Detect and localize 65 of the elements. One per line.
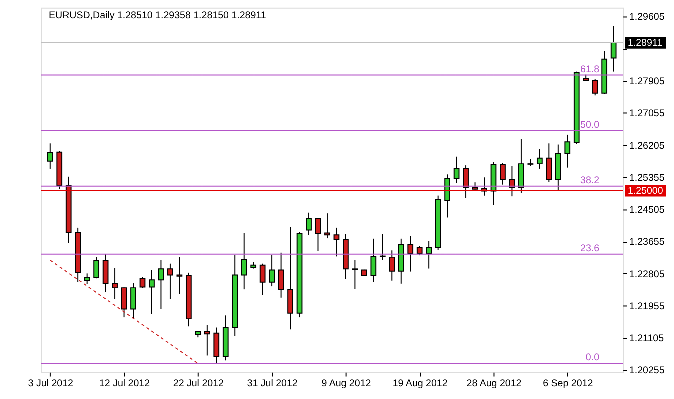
y-tick-label: 1.23655 <box>629 237 666 248</box>
candlestick <box>112 268 118 300</box>
candlestick <box>546 143 552 183</box>
candlestick <box>121 287 128 318</box>
y-tick-label: 1.22805 <box>629 269 666 280</box>
x-tick-label: 9 Aug 2012 <box>322 378 372 390</box>
candlestick <box>500 162 506 186</box>
candlestick <box>94 256 100 280</box>
candlestick <box>426 240 432 270</box>
y-tick-label: 1.29605 <box>629 12 666 24</box>
y-tick-label: 1.21105 <box>629 334 665 345</box>
y-tick-label: 1.25355 <box>629 172 666 184</box>
candlestick <box>130 283 136 320</box>
candlestick <box>334 227 340 258</box>
candlestick <box>416 246 423 256</box>
x-tick-label: 31 Jul 2012 <box>247 378 298 390</box>
candlestick <box>518 138 524 194</box>
candlestick <box>102 254 109 293</box>
x-tick-label: 19 Aug 2012 <box>392 378 448 390</box>
candlestick <box>214 327 220 364</box>
ref-line-label: 1.25000 <box>628 186 664 197</box>
candlestick <box>149 270 155 315</box>
candlestick <box>241 232 248 290</box>
candlestick <box>84 273 90 285</box>
candlestick <box>278 252 284 298</box>
x-tick-label: 6 Sep 2012 <box>543 378 594 390</box>
x-tick-label: 22 Jul 2012 <box>173 378 224 390</box>
y-tick-label: 1.27055 <box>629 108 666 120</box>
candlestick <box>536 148 543 170</box>
candlestick <box>288 226 294 330</box>
candlestick <box>315 218 322 252</box>
candlestick <box>176 256 183 295</box>
candlestick <box>260 263 266 296</box>
candlestick <box>352 260 358 290</box>
y-tick-label: 1.27905 <box>629 76 666 88</box>
candlestick <box>158 260 164 310</box>
candlestick <box>370 238 377 283</box>
annotation: 0.0 <box>586 352 600 364</box>
x-tick-label: 28 Aug 2012 <box>466 378 522 390</box>
candlestick <box>444 174 450 218</box>
y-tick-label: 1.21955 <box>629 301 666 312</box>
candlestick <box>306 212 312 236</box>
annotation: 38.2 <box>580 175 600 186</box>
candlestick <box>408 236 414 272</box>
x-tick-label: 3 Jul 2012 <box>28 378 74 390</box>
candlestick <box>389 250 396 282</box>
candlestick <box>269 254 275 288</box>
candlestick <box>592 78 598 96</box>
annotation: 61.8 <box>580 64 600 76</box>
x-tick-label: 12 Jul 2012 <box>99 378 150 390</box>
y-tick-label: 1.20255 <box>629 366 666 377</box>
candlestick <box>564 134 571 168</box>
candlestick <box>454 156 460 184</box>
candlestick <box>168 263 174 300</box>
candlestick <box>47 143 54 170</box>
candlestick <box>324 213 330 240</box>
y-tick-label: 1.24505 <box>629 205 666 216</box>
ref-line-label: 1.28911 <box>628 38 663 49</box>
candlestick <box>610 26 617 72</box>
candlestick <box>463 165 469 199</box>
candlestick <box>204 324 210 356</box>
y-tick-label: 1.26205 <box>629 140 666 152</box>
annotation: 50.0 <box>580 120 600 131</box>
chart-title: EURUSD,Daily 1.28510 1.29358 1.28150 1.28911 <box>48 10 266 22</box>
annotation: 23.6 <box>580 243 600 254</box>
